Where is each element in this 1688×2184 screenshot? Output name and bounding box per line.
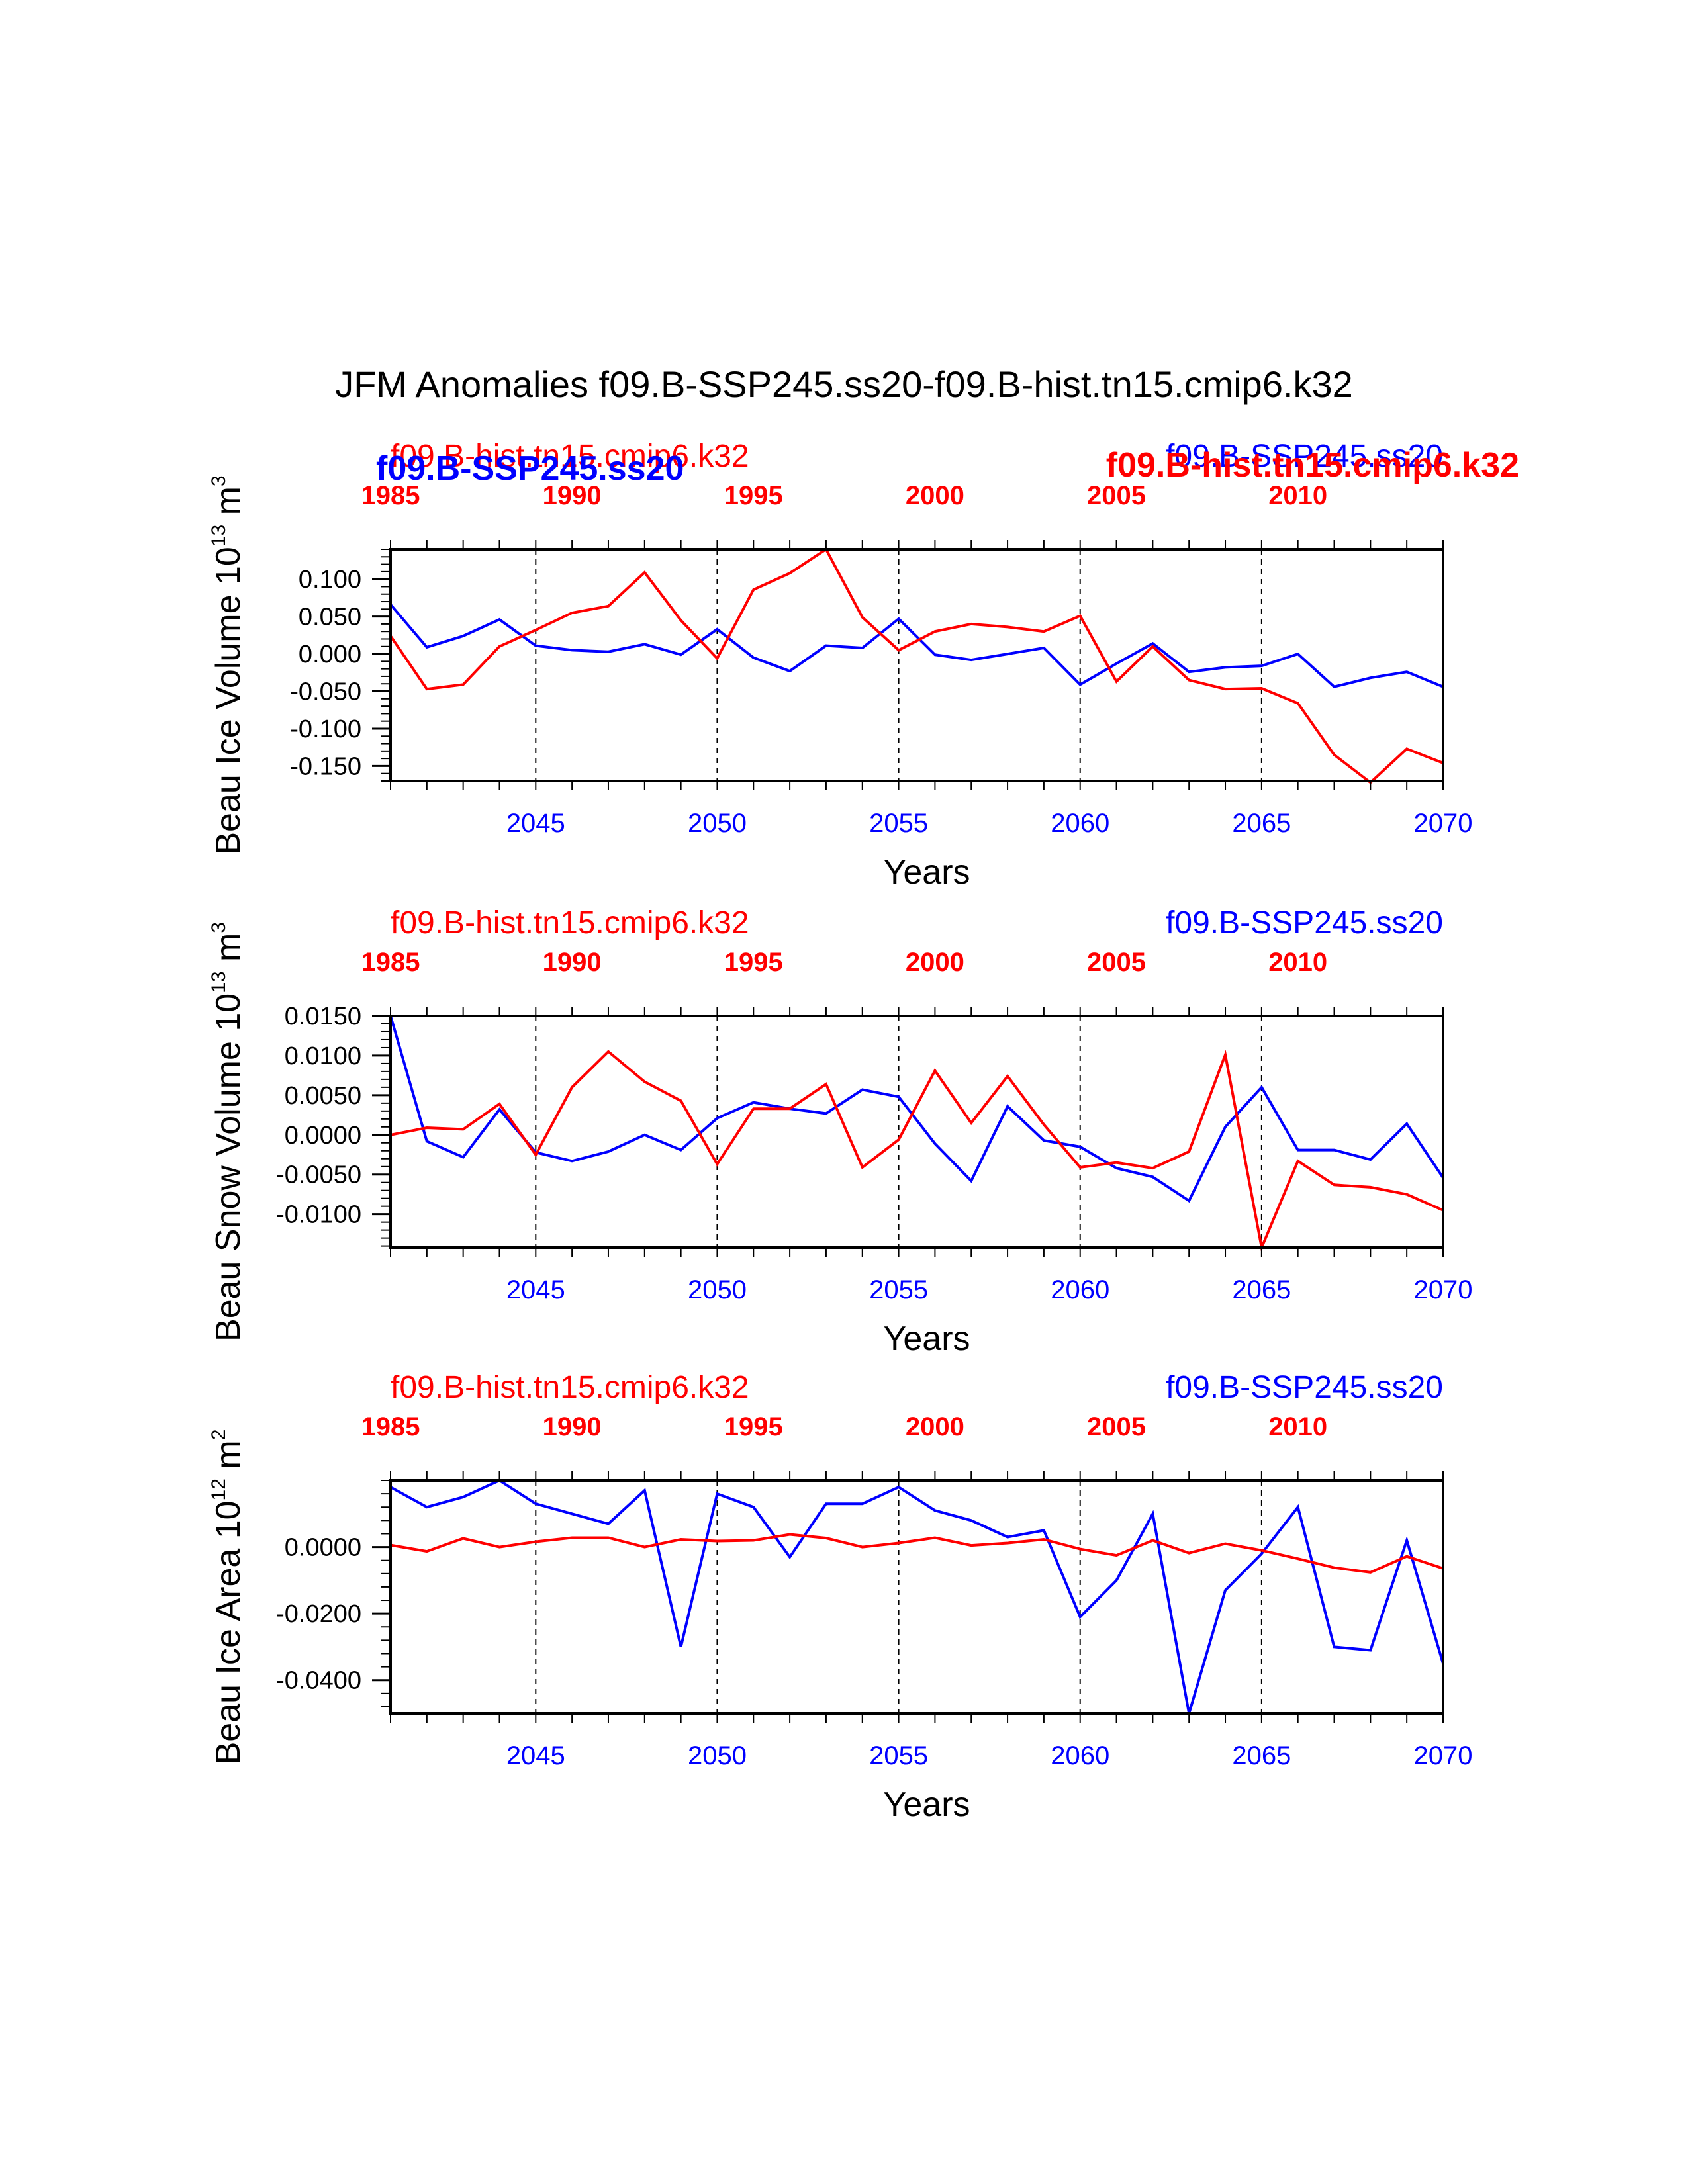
x-axis-title: Years [883, 853, 970, 891]
x-top-tick-label: 1985 [361, 481, 420, 510]
y-tick-label: 0.0000 [285, 1122, 361, 1150]
ssp-series-line [389, 1015, 1444, 1203]
x-top-tick-label: 2005 [1087, 481, 1146, 510]
x-bottom-tick-label: 2065 [1232, 809, 1291, 838]
y-tick-label: 0.0100 [285, 1042, 361, 1070]
x-bottom-tick-label: 2060 [1051, 1741, 1109, 1770]
x-bottom-tick-label: 2045 [506, 1741, 565, 1770]
figure-title: JFM Anomalies f09.B-SSP245.ss20-f09.B-hi… [335, 363, 1353, 405]
x-top-tick-label: 2000 [906, 481, 964, 510]
x-top-tick-label: 1990 [543, 481, 602, 510]
y-tick-label: -0.0200 [276, 1600, 361, 1628]
x-top-tick-label: 1995 [724, 948, 783, 977]
hist-series-line [390, 1533, 1444, 1574]
x-top-tick-label: 1990 [543, 948, 602, 977]
x-top-tick-label: 1995 [724, 1412, 783, 1441]
plot-frame [389, 548, 1444, 782]
y-tick-label: 0.050 [299, 604, 361, 631]
hist-series-line [390, 1050, 1444, 1252]
x-bottom-tick-label: 2060 [1051, 1275, 1109, 1304]
hist-series-label: f09.B-hist.tn15.cmip6.k32 [391, 1370, 749, 1405]
hist-series-line [389, 547, 1444, 784]
x-bottom-tick-label: 2065 [1232, 1741, 1291, 1770]
plot-frame [389, 1015, 1444, 1249]
hist-series-label: f09.B-hist.tn15.cmip6.k32 [391, 439, 749, 474]
x-bottom-tick-label: 2050 [688, 1741, 747, 1770]
y-tick-label: -0.0100 [276, 1201, 361, 1229]
x-top-tick-label: 1985 [361, 1412, 420, 1441]
x-bottom-tick-label: 2060 [1051, 809, 1109, 838]
x-axis-title: Years [883, 1320, 970, 1358]
x-bottom-tick-label: 2055 [869, 809, 928, 838]
ssp-overlap-label: f09.B-SSP245.ss20 [376, 449, 684, 488]
y-tick-label: 0.0000 [285, 1534, 361, 1562]
x-bottom-tick-label: 2045 [506, 809, 565, 838]
y-tick-label: 0.000 [299, 641, 361, 668]
x-bottom-tick-label: 2070 [1414, 1275, 1473, 1304]
y-tick-label: 0.100 [299, 566, 361, 594]
hist-series-label: f09.B-hist.tn15.cmip6.k32 [391, 905, 749, 940]
ssp-series-line [389, 604, 1444, 688]
x-top-tick-label: 2000 [906, 1412, 964, 1441]
x-bottom-tick-label: 2045 [506, 1275, 565, 1304]
x-top-tick-label: 2010 [1268, 481, 1327, 510]
y-tick-label: 0.0150 [285, 1003, 361, 1030]
panel-1: 0.100 0.050 0.000 -0.050 -0.100 -0.150 2045 205… [208, 439, 1519, 891]
x-bottom-tick-label: 2070 [1414, 1741, 1473, 1770]
ssp-series-label: f09.B-SSP245.ss20 [1166, 1370, 1443, 1405]
plot-frame [389, 1479, 1444, 1715]
x-bottom-tick-label: 2065 [1232, 1275, 1291, 1304]
ssp-series-label: f09.B-SSP245.ss20 [1166, 439, 1443, 474]
ssp-series-line [390, 1479, 1444, 1714]
y-axis-title: Beau Snow Volume 1013 m3 [208, 922, 248, 1342]
x-top-tick-label: 1990 [543, 1412, 602, 1441]
panel-3: 0.0000 -0.0200 -0.0400 2045 2050 2055 2060 2065… [208, 1370, 1472, 1824]
x-top-tick-label: 2010 [1268, 948, 1327, 977]
x-top-tick-label: 2000 [906, 948, 964, 977]
x-top-tick-label: 1985 [361, 948, 420, 977]
x-bottom-tick-label: 2050 [688, 809, 747, 838]
x-bottom-tick-label: 2050 [688, 1275, 747, 1304]
y-axis-title: Beau Ice Area 1012 m2 [208, 1430, 248, 1765]
x-bottom-tick-label: 2070 [1414, 809, 1473, 838]
y-axis-title: Beau Ice Volume 1013 m3 [208, 475, 248, 854]
x-bottom-tick-label: 2055 [869, 1275, 928, 1304]
x-axis-title: Years [883, 1786, 970, 1824]
y-tick-label: -0.0050 [276, 1161, 361, 1189]
y-tick-label: -0.150 [290, 752, 361, 780]
x-top-tick-label: 2005 [1087, 948, 1146, 977]
hist-overlap-label: f09.B-hist.tn15.cmip6.k32 [1106, 446, 1519, 484]
x-top-tick-label: 2005 [1087, 1412, 1146, 1441]
panel-2: 0.0150 0.0100 0.0050 0.0000 -0.0050 -0.0100 20… [208, 905, 1472, 1358]
ssp-series-label: f09.B-SSP245.ss20 [1166, 905, 1443, 940]
y-tick-label: -0.0400 [276, 1667, 361, 1695]
x-top-tick-label: 2010 [1268, 1412, 1327, 1441]
x-top-tick-label: 1995 [724, 481, 783, 510]
x-bottom-tick-label: 2055 [869, 1741, 928, 1770]
y-tick-label: -0.050 [290, 678, 361, 706]
y-tick-label: -0.100 [290, 715, 361, 743]
y-tick-label: 0.0050 [285, 1082, 361, 1110]
